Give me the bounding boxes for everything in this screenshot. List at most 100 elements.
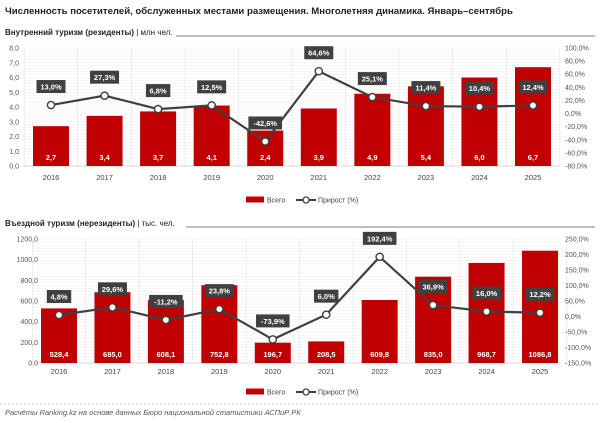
chart2-growth-point: [161, 315, 171, 325]
chart2-x-tick: 2020: [264, 367, 281, 376]
chart2-growth-label: 192,4%: [367, 234, 393, 243]
chart2-legend-bar-swatch: [246, 388, 264, 395]
chart2-y-tick: 0,0: [28, 361, 38, 368]
chart1-growth-label-box: [304, 46, 334, 60]
chart2-bar-label: 609,8: [370, 350, 389, 359]
chart1-x-tick: 2021: [310, 173, 327, 182]
chart2-bar: [201, 285, 238, 363]
chart2-legend-bar-label: Всего: [267, 390, 285, 397]
chart2-y-tick: 600,0: [20, 299, 38, 306]
chart2-bar-label: 1086,8: [529, 350, 552, 359]
chart1-bar-label: 2,4: [260, 153, 271, 162]
chart1-x-tick: 2023: [418, 173, 435, 182]
chart2-x-tick: 2023: [425, 367, 442, 376]
chart1-growth-label: 27,3%: [94, 73, 116, 82]
chart1-y2-tick: 0,0%: [565, 111, 581, 118]
chart2-bar-label: 208,5: [317, 350, 336, 359]
chart1-x-tick: 2024: [471, 173, 488, 182]
chart2-growth-label-box: [255, 314, 290, 328]
chart2-growth-point: [482, 307, 491, 316]
chart2-bar-label: 528,4: [50, 350, 70, 359]
chart2-growth-label: 36,9%: [422, 283, 444, 292]
chart1-growth-label: 12,4%: [522, 83, 544, 92]
chart2-y2-tick: -100,0%: [565, 345, 591, 352]
chart1-bar-label: 4,1: [206, 153, 216, 162]
chart2-bar: [254, 342, 291, 363]
chart2-growth-point: [268, 335, 278, 344]
chart1-y-tick: 0,0: [9, 164, 19, 171]
chart1-y-tick: 8,0: [9, 46, 19, 53]
chart1-x-tick: 2025: [525, 173, 542, 182]
chart1-growth-label: 10,4%: [469, 84, 491, 93]
chart2-bar: [147, 300, 184, 363]
chart2-x-tick: 2024: [478, 367, 495, 376]
chart1-y2-tick: -40,0%: [565, 137, 587, 144]
chart2-growth-label-box: [149, 294, 183, 308]
chart2-y2-tick: 150,0%: [565, 268, 589, 275]
chart2-y-tick: 1200,0: [17, 237, 39, 244]
chart2-bar-label: 968,7: [477, 350, 496, 359]
chart1-growth-point: [475, 102, 484, 112]
chart1-y-tick: 4,0: [9, 105, 19, 112]
chart1-x-tick: 2016: [43, 173, 60, 182]
chart1-bar: [86, 115, 123, 166]
chart2-x-tick: 2022: [371, 367, 388, 376]
chart2-y2-tick: 200,0%: [565, 252, 589, 259]
chart1-bar-label: 2,7: [46, 153, 56, 162]
chart1-bar: [193, 105, 230, 166]
chart2-growth-label-box: [204, 284, 234, 298]
chart1-y-tick: 7,0: [9, 60, 19, 67]
chart1-bar: [407, 86, 444, 166]
chart2-x-tick: 2021: [318, 367, 335, 376]
chart2-bar-label: 196,7: [263, 350, 282, 359]
chart1-growth-line: [50, 69, 534, 143]
chart1-y2-tick: 60,0%: [565, 72, 585, 79]
chart1-y2-tick: -20,0%: [565, 124, 587, 131]
chart2-growth-label: 29,6%: [102, 285, 124, 294]
chart1-bar: [140, 111, 177, 166]
chart2-bar: [361, 299, 398, 363]
chart2-growth-label: 12,2%: [529, 290, 551, 299]
chart2-bar-label: 608,1: [156, 350, 175, 359]
chart2-y2-tick: -50,0%: [565, 330, 587, 337]
chart2-x-tick: 2017: [104, 367, 121, 376]
chart1-growth-label-box: [357, 72, 387, 86]
chart2-growth-label: -73,9%: [261, 317, 285, 326]
chart1-bar: [300, 108, 337, 166]
chart1-growth-label-box: [36, 80, 66, 94]
chart1-bar-label: 3,7: [153, 153, 163, 162]
chart1-growth-label-box: [411, 81, 441, 95]
chart2-unit: тыс. чел.: [141, 219, 175, 228]
chart1-x-tick: 2022: [364, 173, 381, 182]
chart1-y-tick: 2,0: [9, 134, 19, 141]
chart1-growth-point: [46, 100, 56, 110]
chart2-growth-point: [54, 310, 64, 320]
chart2-y-tick: 200,0: [20, 340, 38, 347]
chart2-x-tick: 2018: [158, 367, 175, 376]
chart1-bar-label: 4,9: [367, 153, 377, 162]
chart1-growth-label: 64,6%: [308, 49, 330, 58]
chart1-bar-label: 6,7: [528, 153, 538, 162]
chart1-bar: [354, 93, 391, 166]
chart1-growth-point: [260, 137, 270, 146]
chart2-legend-line-label: Прирост (%): [318, 390, 358, 397]
chart1-bar-label: 3,4: [99, 153, 110, 162]
chart1-growth-label-box: [464, 81, 494, 95]
chart2-x-tick: 2025: [532, 367, 549, 376]
chart2-y2-tick: 50,0%: [565, 299, 585, 306]
chart2-growth-label-box: [314, 289, 339, 303]
source-note: Расчёты Ranking.kz на основе данных Бюро…: [5, 408, 301, 417]
chart2-growth-point: [375, 252, 384, 262]
chart1-growth-label: 11,4%: [415, 84, 436, 93]
chart2-title: Въездной туризм (нерезиденты): [5, 219, 136, 228]
chart1-x-tick: 2018: [150, 173, 167, 182]
chart2-y2-tick: 250,0%: [565, 237, 589, 244]
chart1-y-tick: 6,0: [9, 75, 19, 82]
chart2-growth-point: [321, 310, 331, 319]
chart1-legend-bar-label: Всего: [267, 198, 285, 205]
chart2-growth-point: [108, 303, 117, 312]
chart2-y-tick: 400,0: [20, 319, 38, 326]
chart2-growth-point: [215, 304, 224, 314]
